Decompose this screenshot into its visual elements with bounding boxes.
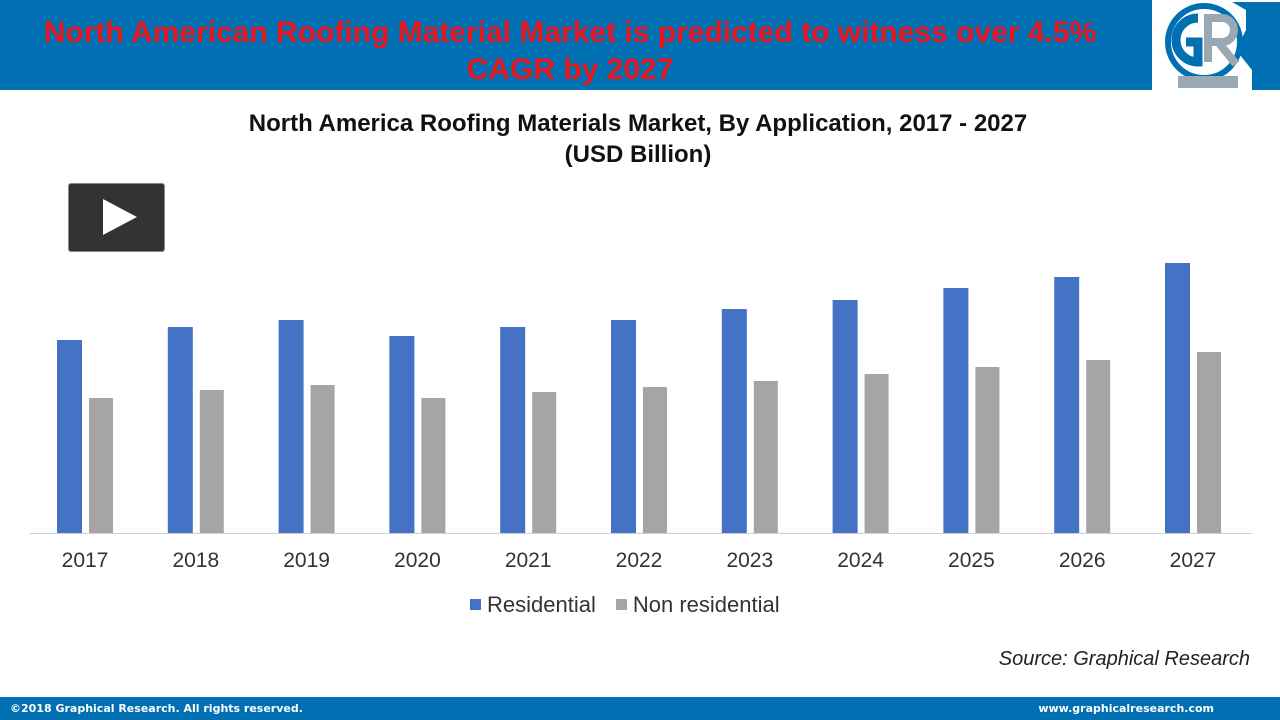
bar-residential-2021	[500, 327, 526, 533]
bar-non-residential-2022	[643, 387, 667, 533]
legend-swatch	[470, 599, 481, 610]
footer-bar: ©2018 Graphical Research. All rights res…	[0, 697, 1280, 720]
bar-residential-2019	[278, 320, 304, 533]
bar-non-residential-2020	[421, 398, 446, 533]
x-tick-label: 2021	[505, 549, 552, 572]
x-tick-label: 2024	[837, 549, 884, 572]
bar-non-residential-2023	[753, 381, 778, 533]
legend-label: Residential	[487, 592, 596, 617]
bar-non-residential-2019	[310, 385, 335, 533]
chart-title: North America Roofing Materials Market, …	[100, 108, 1176, 170]
legend-label: Non residential	[632, 592, 780, 617]
headline: North American Roofing Material Market i…	[43, 16, 1097, 86]
bar-non-residential-2025	[975, 367, 1000, 533]
x-tick-label: 2019	[283, 549, 330, 572]
bar-non-residential-2027	[1197, 352, 1221, 533]
bar-chart: 2017 2018 2019 2020 2021 2022 2023 2024 2025 2026…	[30, 263, 1252, 572]
bar-non-residential-2017	[89, 398, 113, 533]
header-bar: North American Roofing Material Market i…	[0, 0, 1152, 90]
chart-title-main: North America Roofing Materials Market, …	[248, 110, 1028, 137]
bar-residential-2018	[167, 327, 193, 533]
legend: Residential Non residential	[470, 592, 780, 618]
x-tick-label: 2017	[62, 549, 109, 572]
bar-residential-2023	[721, 309, 747, 533]
copyright: ©2018 Graphical Research. All rights res…	[10, 702, 303, 715]
bar-non-residential-2026	[1086, 360, 1111, 533]
bar-non-residential-2018	[199, 390, 224, 533]
bar-residential-2017	[57, 340, 82, 533]
legend-item-non-residential: Non residential	[615, 592, 780, 618]
bar-non-residential-2021	[532, 392, 557, 533]
x-tick-label: 2027	[1170, 549, 1217, 572]
website-link[interactable]: www.graphicalresearch.com	[1038, 702, 1214, 715]
bar-residential-2022	[611, 320, 636, 533]
legend-swatch	[615, 599, 627, 610]
x-tick-label: 2023	[726, 549, 773, 572]
x-tick-label: 2018	[172, 549, 219, 572]
bar-residential-2026	[1054, 277, 1080, 533]
bar-residential-2025	[943, 288, 969, 533]
x-tick-label: 2025	[948, 549, 995, 572]
play-button[interactable]	[68, 183, 165, 252]
source-note: Source: Graphical Research	[998, 648, 1250, 670]
bar-non-residential-2024	[864, 374, 889, 533]
gr-logo	[1152, 0, 1280, 90]
legend-item-residential: Residential	[470, 592, 596, 618]
chart-subtitle: (USD Billion)	[564, 141, 712, 168]
x-tick-label: 2022	[616, 549, 663, 572]
bar-residential-2020	[389, 336, 415, 533]
x-tick-label: 2020	[394, 549, 441, 572]
bar-residential-2024	[832, 300, 858, 533]
x-tick-label: 2026	[1059, 549, 1106, 572]
bar-residential-2027	[1165, 263, 1190, 533]
